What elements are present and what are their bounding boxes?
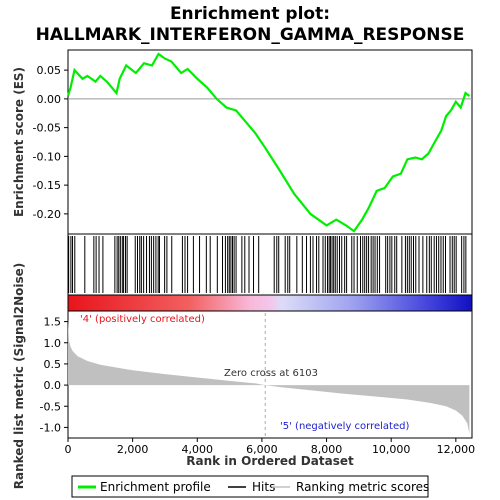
x-tick-label: 0 <box>65 443 72 456</box>
es-tick-label: -0.20 <box>33 208 61 221</box>
es-tick-label: -0.10 <box>33 150 61 163</box>
x-tick-label: 8,000 <box>311 443 343 456</box>
chart-title-line1: Enrichment plot: <box>170 4 330 24</box>
es-tick-label: 0.00 <box>37 93 62 106</box>
rank-tick-label: -1.0 <box>40 421 61 434</box>
enrichment-profile-line <box>66 52 471 233</box>
x-tick-label: 10,000 <box>372 443 411 456</box>
legend-label-ranking: Ranking metric scores <box>296 480 429 494</box>
es-y-axis-label: Enrichment score (ES) <box>12 67 26 217</box>
legend-label-hits: Hits <box>252 480 275 494</box>
x-tick-label: 6,000 <box>246 443 278 456</box>
ranking-metric-area <box>68 319 470 434</box>
es-tick-label: -0.05 <box>33 122 61 135</box>
es-tick-label: -0.15 <box>33 179 61 192</box>
legend: Enrichment profile Hits Ranking metric s… <box>71 475 429 498</box>
chart-title-line2: HALLMARK_INTERFERON_GAMMA_RESPONSE <box>36 25 465 45</box>
rank-tick-label: 1.0 <box>44 337 62 350</box>
x-tick-label: 12,000 <box>437 443 476 456</box>
x-axis-ticks: 0 2,000 4,000 6,000 8,000 10,000 12,000 <box>65 438 476 456</box>
ranked-list-heat-bar <box>67 294 473 312</box>
rank-tick-label: 1.5 <box>44 316 62 329</box>
x-tick-label: 4,000 <box>182 443 214 456</box>
rank-tick-label: 0.5 <box>44 358 62 371</box>
es-tick-label: 0.05 <box>37 64 62 77</box>
negative-correlation-label: '5' (negatively correlated) <box>280 421 409 432</box>
x-axis-label: Rank in Ordered Dataset <box>186 454 354 468</box>
hit-marks <box>68 236 467 293</box>
hits-panel <box>67 233 473 296</box>
legend-frame <box>71 475 429 498</box>
x-tick-label: 2,000 <box>117 443 149 456</box>
legend-label-enrichment: Enrichment profile <box>100 480 211 494</box>
positive-correlation-label: '4' (positively correlated) <box>80 314 205 325</box>
zero-cross-label: Zero cross at 6103 <box>224 368 318 379</box>
es-panel: 0.05 0.00 -0.05 -0.10 -0.15 -0.20 <box>33 49 473 235</box>
rank-tick-label: 0.0 <box>44 379 62 392</box>
rank-tick-label: -0.5 <box>40 400 61 413</box>
es-y-ticks: 0.05 0.00 -0.05 -0.10 -0.15 -0.20 <box>33 64 68 221</box>
rank-y-axis-label: Ranked list metric (Signal2Noise) <box>12 263 26 490</box>
rank-panel: 1.5 1.0 0.5 0.0 -0.5 -1.0 0 2,000 4,000 6,000 8,0… <box>40 310 476 456</box>
es-plot-frame <box>67 49 473 235</box>
rank-y-ticks: 1.5 1.0 0.5 0.0 -0.5 -1.0 <box>40 316 68 434</box>
